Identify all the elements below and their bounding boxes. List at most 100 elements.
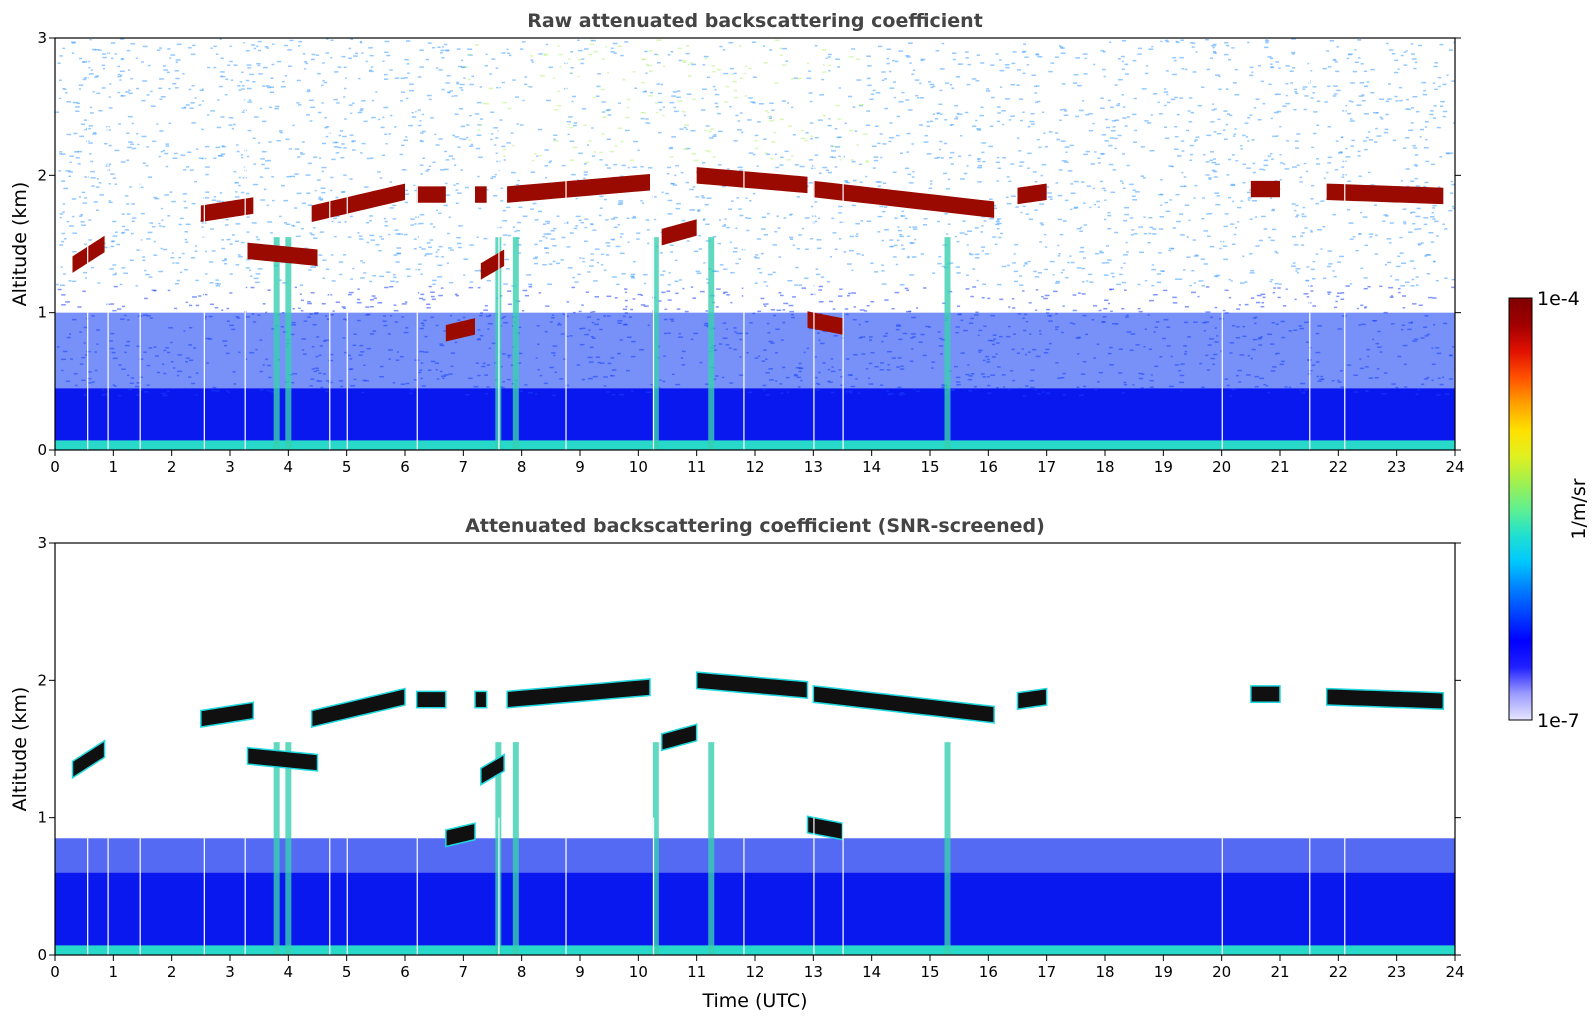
noise-speck	[645, 122, 651, 124]
cloud-layer	[480, 249, 505, 280]
noise-speck	[970, 295, 974, 298]
noise-speck	[725, 344, 730, 346]
noise-speck	[981, 250, 984, 252]
noise-speck	[456, 242, 462, 245]
noise-speck	[1446, 152, 1451, 155]
noise-speck	[178, 256, 181, 259]
noise-speck	[426, 94, 432, 97]
x-tick-label: 24	[1445, 963, 1464, 981]
cloud-layer	[445, 318, 475, 342]
noise-speck	[379, 375, 384, 378]
noise-speck	[319, 231, 325, 233]
noise-speck	[886, 369, 891, 371]
noise-speck	[1368, 233, 1374, 235]
noise-speck	[1299, 181, 1303, 183]
noise-speck	[1367, 171, 1371, 174]
noise-speck	[1261, 301, 1265, 304]
noise-speck	[1263, 159, 1269, 162]
noise-speck	[900, 215, 904, 217]
noise-speck	[1296, 133, 1301, 135]
noise-speck	[511, 171, 516, 174]
data-gap	[346, 38, 348, 450]
noise-speck	[229, 60, 233, 63]
noise-speck	[1193, 282, 1196, 284]
noise-speck	[725, 328, 728, 331]
noise-speck	[74, 384, 78, 387]
noise-speck	[892, 59, 895, 62]
noise-speck	[591, 39, 596, 42]
noise-speck	[999, 232, 1003, 235]
noise-speck	[1029, 379, 1035, 382]
noise-speck	[1415, 276, 1419, 278]
noise-speck	[712, 85, 716, 88]
noise-speck	[828, 118, 831, 120]
noise-speck	[262, 303, 266, 305]
noise-speck	[708, 150, 711, 153]
noise-speck	[1339, 151, 1342, 153]
colorbar-gradient	[1508, 297, 1533, 721]
noise-speck	[989, 125, 994, 128]
noise-speck	[907, 173, 912, 176]
noise-speck	[717, 130, 723, 133]
noise-speck	[124, 195, 129, 197]
noise-speck	[1190, 42, 1193, 44]
noise-speck	[754, 134, 759, 137]
noise-speck	[404, 58, 409, 61]
noise-speck	[1055, 328, 1058, 331]
noise-speck	[362, 261, 365, 264]
noise-speck	[624, 299, 628, 302]
noise-speck	[1418, 304, 1423, 307]
noise-speck	[307, 89, 311, 91]
noise-speck	[1145, 65, 1149, 67]
noise-speck	[428, 246, 432, 248]
noise-speck	[218, 154, 222, 157]
noise-speck	[1174, 278, 1180, 280]
noise-speck	[1303, 162, 1307, 165]
noise-speck	[93, 201, 98, 203]
noise-speck	[112, 235, 118, 237]
noise-speck	[59, 79, 62, 82]
noise-speck	[348, 57, 352, 60]
noise-speck	[1263, 383, 1266, 386]
noise-speck	[502, 101, 507, 104]
noise-speck	[1292, 166, 1297, 168]
noise-speck	[1408, 231, 1413, 233]
noise-speck	[524, 294, 529, 297]
noise-speck	[427, 42, 432, 44]
noise-speck	[1335, 140, 1339, 142]
noise-speck	[1263, 228, 1268, 230]
noise-speck	[1385, 100, 1390, 103]
noise-speck	[394, 229, 399, 231]
noise-speck	[537, 128, 543, 131]
noise-speck	[449, 281, 454, 284]
noise-speck	[1260, 305, 1265, 308]
noise-speck	[879, 369, 884, 371]
noise-speck	[1333, 58, 1336, 61]
noise-speck	[1394, 95, 1398, 98]
noise-speck	[909, 360, 914, 363]
noise-speck	[1208, 177, 1212, 179]
noise-speck	[1153, 331, 1156, 333]
noise-speck	[413, 379, 418, 381]
noise-speck	[1121, 281, 1127, 284]
noise-speck	[1295, 147, 1300, 149]
noise-speck	[1244, 122, 1249, 124]
noise-speck	[1237, 369, 1242, 372]
noise-speck	[358, 354, 363, 356]
noise-speck	[930, 180, 933, 182]
noise-speck	[389, 69, 393, 71]
noise-speck	[568, 58, 571, 60]
noise-speck	[488, 314, 492, 316]
noise-speck	[62, 211, 65, 213]
noise-speck	[467, 48, 473, 50]
noise-speck	[867, 84, 872, 87]
noise-speck	[257, 314, 261, 316]
noise-speck	[185, 357, 190, 359]
noise-speck	[260, 199, 266, 201]
noise-speck	[79, 135, 85, 138]
noise-speck	[1195, 51, 1198, 53]
noise-speck	[839, 158, 842, 161]
data-gap	[1309, 817, 1311, 955]
x-tick-label: 19	[1154, 458, 1173, 476]
noise-speck	[1077, 84, 1082, 87]
